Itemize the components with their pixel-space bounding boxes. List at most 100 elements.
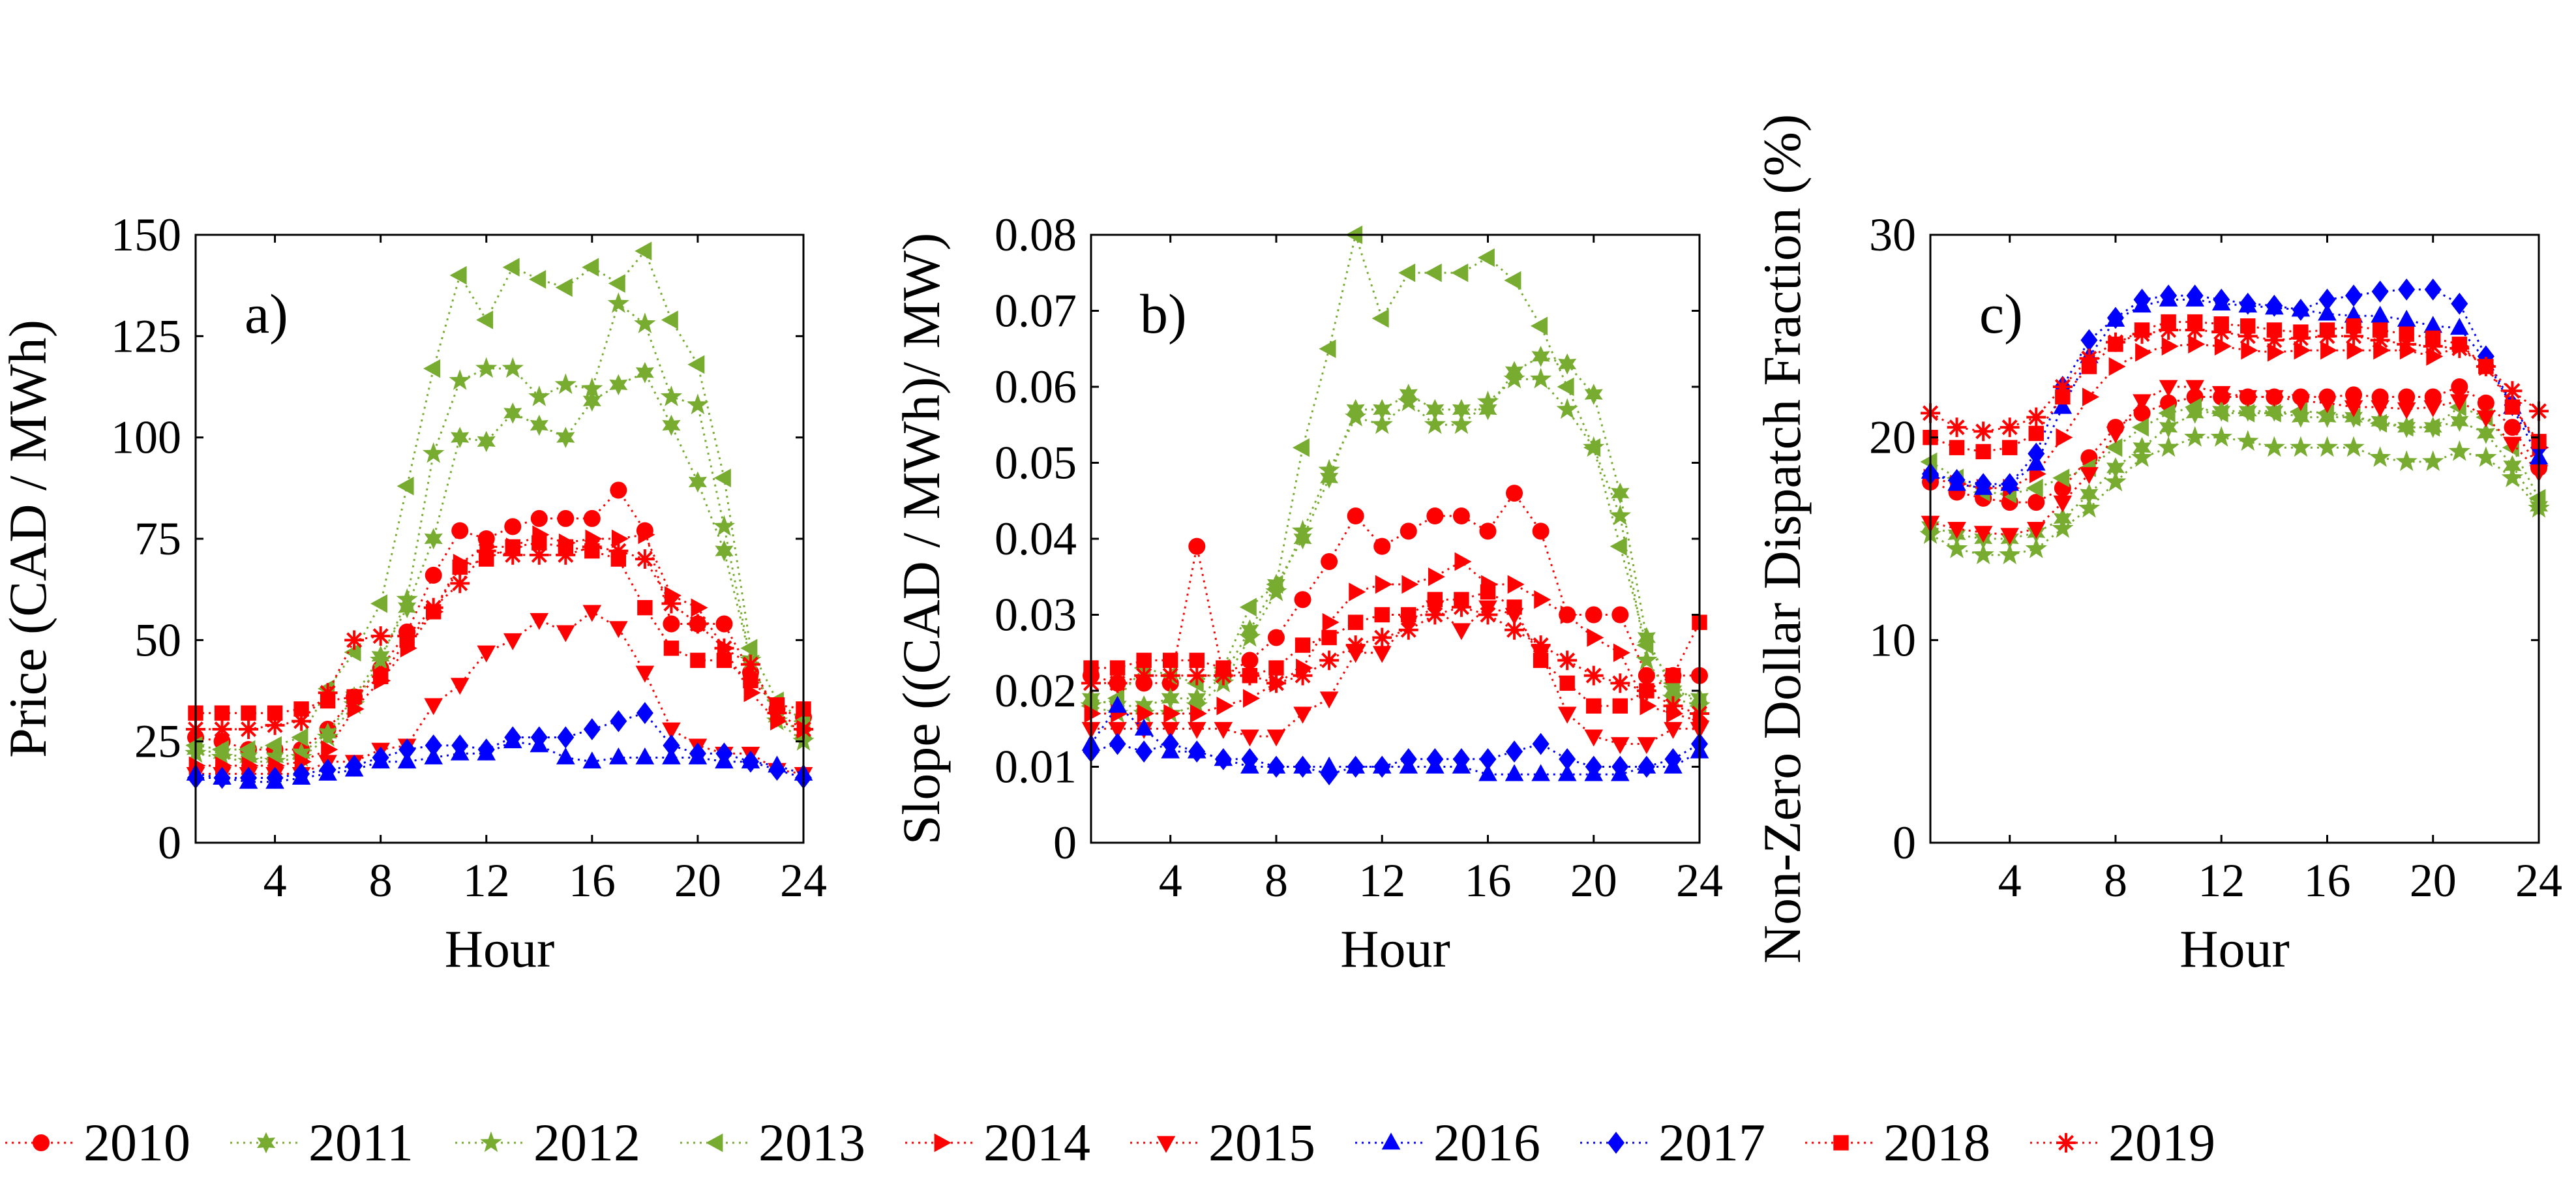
data-point-2015 <box>2211 385 2231 403</box>
legend-item-2011: 2011 <box>230 1113 413 1172</box>
data-point-2010 <box>2028 494 2045 511</box>
data-point-2014 <box>2294 340 2311 360</box>
data-point-2011 <box>2503 455 2522 477</box>
data-point-2010 <box>1188 537 1206 555</box>
data-point-2010 <box>1267 629 1285 646</box>
data-point-2016 <box>2053 397 2073 414</box>
data-point-2019 <box>2185 320 2205 340</box>
data-point-2013 <box>1292 438 1310 457</box>
data-point-2015 <box>1664 721 1683 739</box>
data-point-2014 <box>2135 342 2153 362</box>
data-point-2013 <box>1477 248 1495 267</box>
data-point-2017 <box>1426 748 1444 770</box>
data-point-2013 <box>1610 537 1627 556</box>
series-line-2019 <box>196 545 804 731</box>
data-point-2017 <box>1948 469 1966 491</box>
data-point-2013 <box>2211 404 2228 423</box>
data-point-2018 <box>1162 652 1178 669</box>
data-point-2013 <box>1424 263 1442 282</box>
data-point-2012 <box>1238 626 1261 647</box>
series-2019-3 <box>1921 320 2549 442</box>
data-point-2017 <box>636 702 653 725</box>
data-point-2015 <box>556 625 575 642</box>
series-line-2014 <box>1930 343 2540 489</box>
data-point-2017 <box>2239 292 2256 315</box>
data-point-2017 <box>451 734 469 757</box>
data-point-2014 <box>1587 628 1604 647</box>
data-point-2017 <box>1452 748 1470 770</box>
data-point-2014 <box>1084 704 1101 723</box>
data-point-2018 <box>2372 322 2388 338</box>
data-point-2019 <box>1213 665 1233 686</box>
data-point-2017 <box>2371 280 2389 303</box>
data-point-2015 <box>2238 390 2258 408</box>
data-point-2010 <box>1347 507 1364 525</box>
data-point-2016 <box>635 747 655 764</box>
data-point-2013 <box>582 258 599 277</box>
series-2012-3 <box>1919 426 2550 565</box>
data-point-2019 <box>1160 665 1180 686</box>
data-point-2010 <box>610 481 627 499</box>
data-point-2017 <box>266 766 284 789</box>
data-point-2015 <box>2423 400 2443 417</box>
data-point-2017 <box>213 766 231 789</box>
data-point-2015 <box>1557 706 1577 724</box>
data-point-2015 <box>662 722 681 740</box>
data-point-2018 <box>743 672 758 689</box>
data-point-2014 <box>2346 340 2364 360</box>
data-point-2019 <box>2052 377 2073 397</box>
data-point-2013 <box>264 736 282 755</box>
data-point-2014 <box>1242 689 1260 708</box>
data-point-2015 <box>2080 467 2099 485</box>
x-tick-label: 4 <box>1998 854 2022 907</box>
data-point-2011 <box>662 414 681 436</box>
data-point-2018 <box>1136 652 1152 669</box>
data-point-2012 <box>634 312 656 333</box>
data-point-2015 <box>2371 400 2389 417</box>
data-point-2013 <box>635 241 652 261</box>
y-axis-label: Price (CAD / MWh) <box>0 320 57 758</box>
data-point-2017 <box>583 718 601 740</box>
data-point-2019 <box>2264 330 2284 350</box>
data-point-2015 <box>1611 737 1630 755</box>
data-point-2014 <box>611 529 629 549</box>
data-point-2015 <box>1266 729 1286 747</box>
data-point-2014 <box>2214 337 2232 356</box>
data-point-2017 <box>2186 284 2204 307</box>
data-point-2017 <box>372 746 389 769</box>
data-point-2019 <box>1583 665 1604 686</box>
data-point-2014 <box>1137 704 1154 723</box>
x-tick-label: 24 <box>780 854 827 907</box>
data-point-2018 <box>1480 584 1496 600</box>
data-point-2018 <box>1268 660 1284 676</box>
data-point-2017 <box>1294 755 1311 778</box>
data-point-2017 <box>557 726 575 749</box>
data-point-2013 <box>2052 468 2070 488</box>
data-point-2013 <box>2105 438 2123 457</box>
data-point-2011 <box>2106 457 2125 479</box>
data-point-2013 <box>1557 377 1574 397</box>
data-point-2019 <box>1999 417 2020 438</box>
series-2013-3 <box>1920 397 2546 508</box>
data-point-2019 <box>1973 421 1994 442</box>
data-point-2014 <box>321 740 338 759</box>
legend-marker <box>256 1132 276 1154</box>
data-point-2017 <box>1611 755 1629 778</box>
data-point-2014 <box>1163 704 1181 723</box>
data-point-2019 <box>1425 605 1445 625</box>
series-line-2012 <box>1090 378 1700 715</box>
series-2014-1 <box>188 525 814 776</box>
x-tick-label: 20 <box>2410 854 2457 907</box>
data-point-2012 <box>423 442 445 463</box>
data-point-2016 <box>1478 764 1497 781</box>
data-point-2017 <box>1559 748 1576 770</box>
data-point-2015 <box>1584 729 1604 747</box>
data-point-2010 <box>1400 522 1417 540</box>
data-point-2019 <box>1187 665 1207 686</box>
series-2012-1 <box>185 292 815 771</box>
y-tick-label: 0.07 <box>995 285 1077 337</box>
data-point-2015 <box>1214 721 1233 739</box>
data-point-2015 <box>635 665 655 683</box>
data-point-2013 <box>449 265 467 285</box>
data-point-2012 <box>1556 398 1578 419</box>
